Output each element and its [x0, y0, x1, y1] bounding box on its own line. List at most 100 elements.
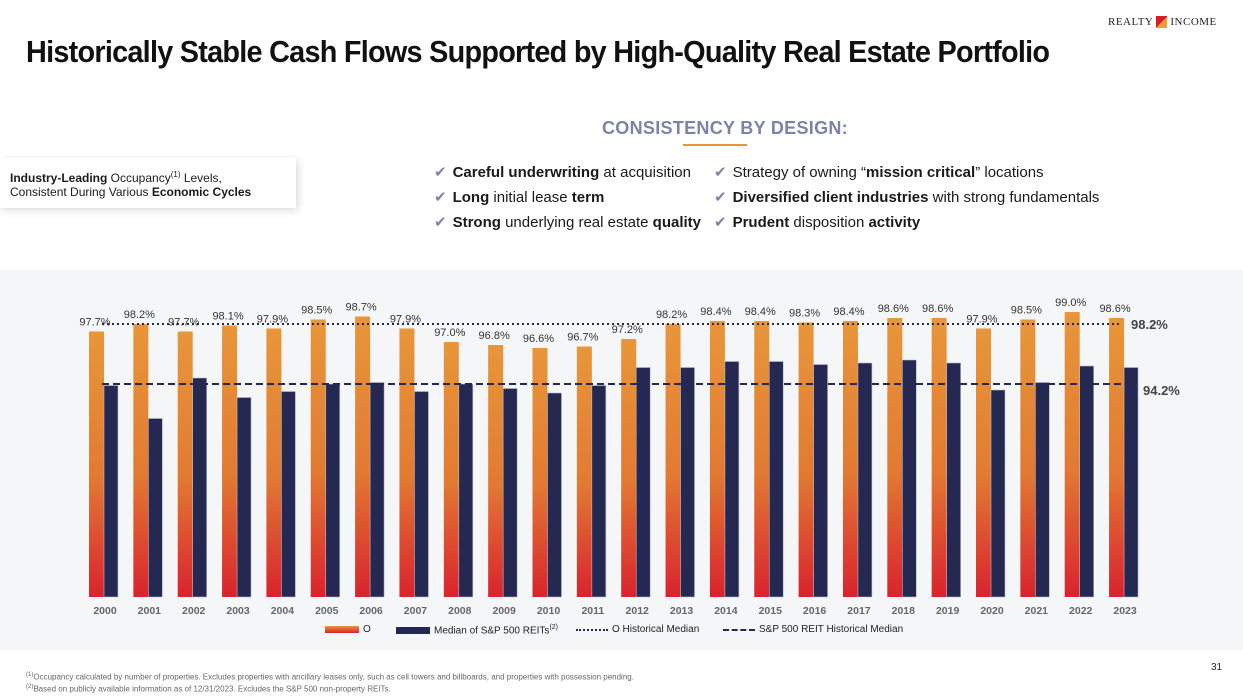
subheading-underline	[683, 144, 747, 146]
checkmark-icon: ✔	[434, 214, 447, 231]
data-label: 97.0%	[434, 327, 465, 339]
x-tick-label: 2001	[138, 605, 162, 617]
data-label: 99.0%	[1055, 297, 1086, 309]
x-tick-label: 2008	[448, 605, 472, 617]
bar-sp500-median	[901, 359, 917, 598]
bullet-text-bold: Diversified client industries	[732, 189, 929, 206]
bar-o	[842, 321, 858, 597]
footnote-ref: (2)	[549, 624, 558, 631]
footnote-text: Based on publicly available information …	[33, 684, 391, 694]
footnote-text: Occupancy calculated by number of proper…	[33, 672, 634, 682]
bar-sp500-median	[680, 367, 695, 598]
realty-income-logo: REALTY INCOME	[1108, 16, 1217, 28]
x-tick-label: 2022	[1069, 605, 1093, 617]
bar-o	[754, 321, 770, 597]
legend-item-sp500-median: Median of S&P 500 REITs(2)	[396, 624, 558, 636]
callout-text: Consistent During Various	[10, 185, 152, 199]
bar-o	[89, 331, 104, 597]
bullet-text: initial lease	[489, 189, 572, 206]
footnote-1: (1)Occupancy calculated by number of pro…	[26, 672, 634, 682]
bullet-item: ✔ Careful underwriting at acquisition	[434, 160, 701, 185]
data-label: 98.2%	[124, 309, 155, 321]
bar-sp500-median	[458, 383, 474, 598]
bar-o	[266, 328, 282, 597]
checkmark-icon: ✔	[434, 164, 447, 181]
bar-o	[355, 316, 371, 597]
bar-o	[709, 321, 725, 597]
bullet-item: ✔ Prudent disposition activity	[714, 210, 1099, 235]
bar-sp500-median	[236, 397, 252, 598]
bar-sp500-median	[591, 385, 607, 598]
checkmark-icon: ✔	[714, 214, 727, 231]
bullet-text-bold: mission critical	[865, 164, 976, 181]
legend-swatch	[576, 628, 608, 631]
bar-o	[532, 348, 548, 597]
bullet-item: ✔ Diversified client industries with stro…	[714, 185, 1099, 210]
legend-item-sp500-historical-median: S&P 500 REIT Historical Median	[723, 624, 903, 635]
legend-label: O	[363, 624, 371, 635]
footnote-marker: (1)	[26, 672, 34, 678]
reference-line-label: 98.2%	[1131, 317, 1168, 332]
data-label: 97.9%	[257, 314, 288, 326]
page-number: 31	[1211, 662, 1223, 673]
bullet-item: ✔ Strong underlying real estate quality	[434, 210, 701, 235]
legend-item-o: O	[325, 624, 371, 635]
x-tick-label: 2003	[226, 605, 250, 617]
bullet-text-bold: Strong	[452, 214, 501, 231]
callout-bold: Industry-Leading	[10, 171, 108, 185]
bar-o	[976, 328, 991, 597]
x-tick-label: 2017	[847, 605, 871, 617]
callout-bold: Economic Cycles	[151, 185, 252, 199]
data-label: 98.5%	[1011, 305, 1042, 317]
bar-sp500-median	[103, 385, 119, 598]
bullet-item: ✔ Strategy of owning “mission critical” l…	[714, 160, 1099, 185]
bullet-list-right: ✔ Strategy of owning “mission critical” l…	[714, 160, 1099, 235]
legend-swatch	[723, 628, 755, 631]
checkmark-icon: ✔	[714, 189, 727, 206]
data-label: 96.6%	[523, 333, 554, 345]
bullet-text-bold: quality	[652, 214, 702, 231]
x-tick-label: 2015	[759, 605, 783, 617]
occupancy-callout: Industry-Leading Occupancy(1) Levels, Co…	[0, 158, 296, 208]
x-tick-label: 2012	[626, 605, 650, 617]
bar-sp500-median	[369, 382, 385, 598]
x-tick-label: 2006	[359, 605, 383, 617]
legend-label: S&P 500 REIT Historical Median	[759, 624, 904, 635]
x-tick-label: 2019	[936, 605, 960, 617]
logo-cube-icon	[1156, 16, 1168, 28]
bar-sp500-median	[990, 389, 1006, 598]
data-label: 98.6%	[878, 303, 909, 315]
x-tick-label: 2016	[803, 605, 827, 617]
bullet-text: Strategy of owning “	[732, 164, 866, 181]
bar-o	[399, 328, 415, 597]
checkmark-icon: ✔	[714, 164, 727, 181]
x-tick-label: 2013	[670, 605, 694, 617]
data-label: 97.7%	[168, 317, 199, 329]
bar-sp500-median	[325, 383, 341, 598]
data-label: 97.2%	[612, 324, 643, 336]
data-label: 98.6%	[922, 303, 953, 315]
logo-word-2: INCOME	[1170, 16, 1217, 28]
legend-swatch	[325, 626, 359, 633]
bar-o	[665, 324, 681, 597]
data-label: 98.2%	[656, 309, 687, 321]
bar-sp500-median	[768, 361, 784, 598]
x-tick-label: 2021	[1025, 605, 1049, 617]
bar-o	[621, 339, 637, 597]
x-tick-label: 2010	[537, 605, 561, 617]
bullet-text: disposition	[789, 214, 869, 231]
bar-sp500-median	[281, 391, 296, 598]
x-tick-label: 2007	[404, 605, 428, 617]
bullet-text-bold: Careful underwriting	[452, 164, 600, 181]
bar-sp500-median	[724, 361, 740, 598]
bar-o	[488, 345, 504, 597]
checkmark-icon: ✔	[434, 189, 447, 206]
x-tick-label: 2005	[315, 605, 339, 617]
bar-sp500-median	[635, 367, 651, 598]
bar-o	[222, 325, 238, 597]
bullet-item: ✔ Long initial lease term	[434, 185, 701, 210]
x-tick-label: 2020	[980, 605, 1004, 617]
x-tick-label: 2002	[182, 605, 206, 617]
bar-o	[1020, 319, 1036, 597]
data-label: 98.4%	[833, 306, 864, 318]
